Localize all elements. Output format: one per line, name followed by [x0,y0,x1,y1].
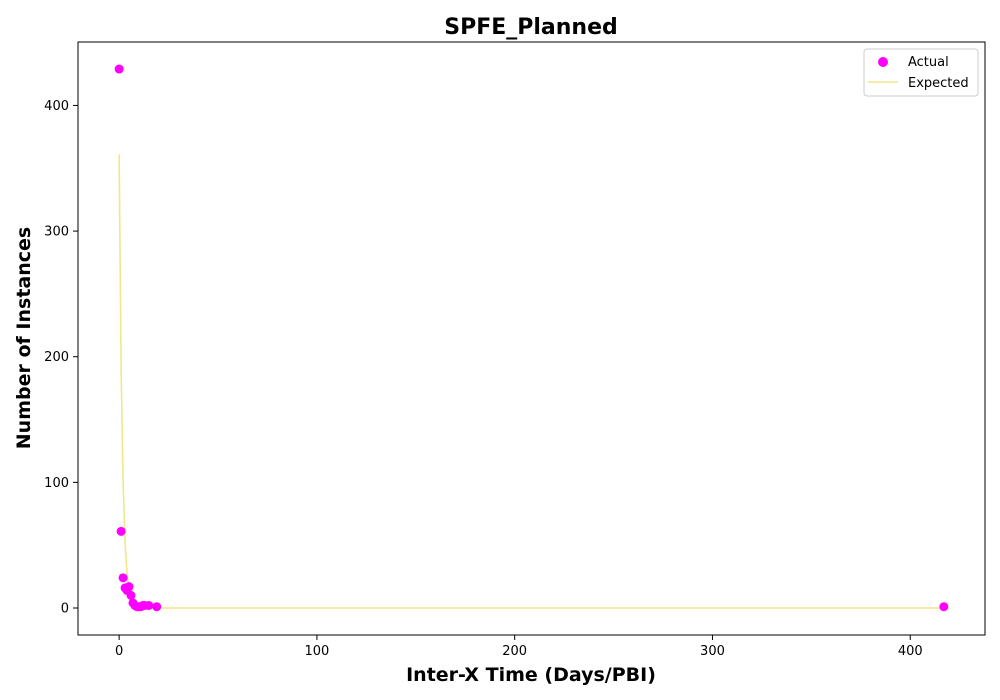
legend-box [863,48,979,97]
actual-point-6 [126,590,136,600]
y-tick-label: 300 [44,225,69,240]
actual-point-15 [152,602,162,612]
x-tick-label: 200 [502,644,527,659]
x-tick-label: 300 [700,644,725,659]
plot-area [114,64,949,612]
legend: Actual Expected [863,48,979,97]
axes-frame [77,41,986,636]
expected-series-line [118,154,944,609]
x-axis-label: Inter-X Time (Days/PBI) [406,664,656,686]
legend-expected-label: Expected [908,76,969,91]
x-tick-label: 0 [115,644,123,659]
chart-title: SPFE_Planned [444,15,618,40]
actual-point-16 [939,602,949,612]
actual-point-1 [116,526,126,536]
legend-actual-label: Actual [908,55,949,70]
x-tick-label: 100 [304,644,329,659]
y-tick-label: 100 [44,476,69,491]
legend-actual-marker [878,57,888,67]
actual-point-5 [124,582,134,592]
axis-ticks: 0 100 200 300 400 0 100 200 300 400 [44,99,922,659]
actual-point-14 [144,600,154,610]
actual-point-2 [118,573,128,583]
x-tick-label: 400 [898,644,923,659]
y-tick-label: 400 [44,99,69,114]
y-axis-label: Number of Instances [13,227,35,449]
y-tick-label: 200 [44,350,69,365]
actual-point-0 [114,64,124,74]
y-tick-label: 0 [61,601,69,616]
